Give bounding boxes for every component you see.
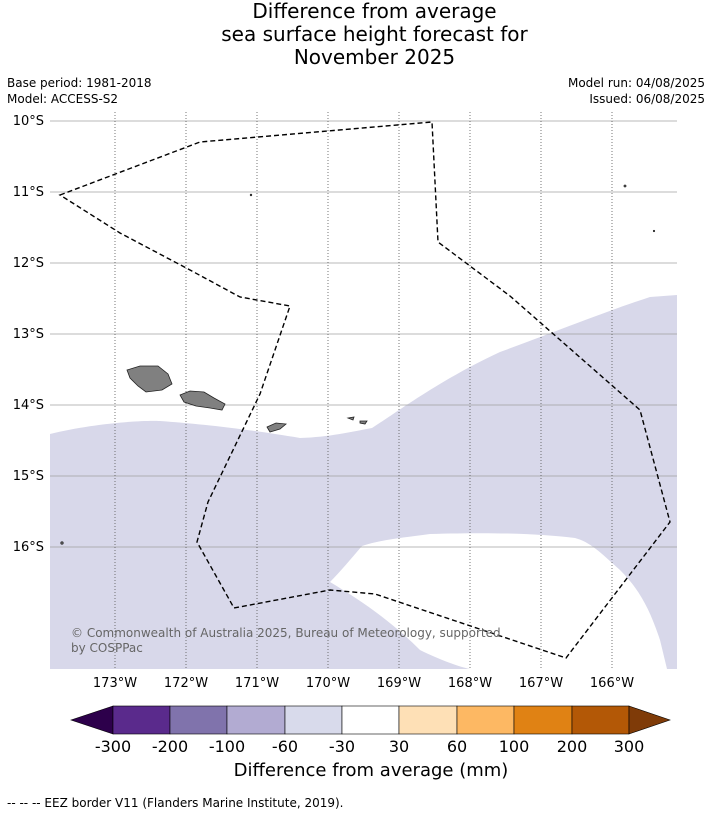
lat-label: 13°S [13, 327, 44, 342]
lon-label: 170°W [306, 676, 350, 691]
colorbar-bin [341, 705, 400, 735]
lat-label: 10°S [13, 114, 44, 129]
lon-label: 166°W [590, 676, 634, 691]
lat-gridlines [50, 120, 677, 548]
colorbar-tick-labels: -300 -200 -100 -60 -30 30 60 100 200 300 [95, 737, 644, 756]
lat-label: 14°S [13, 398, 44, 413]
colorbar-bin [284, 705, 343, 735]
island-swains [249, 193, 253, 197]
colorbar-tick: -300 [95, 737, 131, 756]
colorbar-tick: -200 [152, 737, 188, 756]
lon-labels: 173°W 172°W 171°W 170°W 169°W 168°W 167°… [93, 676, 634, 691]
island-upolu [179, 390, 226, 411]
copyright-notice: © Commonwealth of Australia 2025, Bureau… [71, 626, 501, 655]
lon-label: 173°W [93, 676, 137, 691]
colorbar [70, 705, 671, 735]
colorbar-bin [456, 705, 515, 735]
base-period: Base period: 1981-2018 [7, 76, 152, 90]
island-savaii [126, 365, 173, 393]
island-niuafoou [60, 541, 64, 545]
lon-label: 172°W [164, 676, 208, 691]
lon-label: 171°W [235, 676, 279, 691]
lat-label: 12°S [13, 256, 44, 271]
colorbar-extend-high [628, 705, 671, 735]
lat-label: 15°S [13, 469, 44, 484]
colorbar-tick: 300 [614, 737, 645, 756]
lat-label: 11°S [13, 185, 44, 200]
colorbar-tick: 60 [447, 737, 467, 756]
model-run: Model run: 04/08/2025 [567, 76, 705, 90]
chart-title: Difference from average sea surface heig… [0, 0, 713, 69]
colorbar-tick: 200 [557, 737, 588, 756]
colorbar-bin [513, 705, 573, 735]
eez-legend-footer: -- -- -- EEZ border V11 (Flanders Marine… [7, 796, 344, 810]
island-manua-1 [346, 416, 355, 421]
colorbar-bin [571, 705, 630, 735]
colorbar-tick: -30 [329, 737, 355, 756]
island-manua-2 [359, 420, 368, 425]
colorbar-bin [112, 705, 171, 735]
meta-left: Base period: 1981-2018 Model: ACCESS-S2 [7, 75, 152, 107]
island-tokelau-1 [623, 184, 627, 188]
colorbar-tick: 100 [499, 737, 530, 756]
eez-border [58, 121, 671, 659]
anomaly-region-lavender [50, 295, 677, 669]
issued-date: Issued: 06/08/2025 [589, 92, 705, 106]
title-line-2: sea surface height forecast for [221, 22, 528, 46]
colorbar-tick: -100 [209, 737, 245, 756]
lon-label: 168°W [448, 676, 492, 691]
colorbar-bin [169, 705, 228, 735]
colorbar-extend-low [70, 705, 114, 735]
lat-label: 16°S [13, 540, 44, 555]
lat-labels: 10°S 11°S 12°S 13°S 14°S 15°S 16°S [13, 114, 44, 555]
land-masses [60, 184, 656, 545]
colorbar-bin [226, 705, 286, 735]
island-tutuila [266, 422, 287, 433]
title-line-3: November 2025 [293, 45, 456, 69]
colorbar-title: Difference from average (mm) [233, 760, 509, 781]
title-line-1: Difference from average [252, 0, 497, 23]
island-tokelau-2 [652, 229, 656, 233]
meta-right: Model run: 04/08/2025 Issued: 06/08/2025 [568, 75, 705, 107]
colorbar-bin [398, 705, 458, 735]
model-name: Model: ACCESS-S2 [7, 92, 119, 106]
colorbar-tick: -60 [272, 737, 298, 756]
colorbar-tick: 30 [389, 737, 409, 756]
lon-label: 167°W [519, 676, 563, 691]
lon-label: 169°W [377, 676, 421, 691]
